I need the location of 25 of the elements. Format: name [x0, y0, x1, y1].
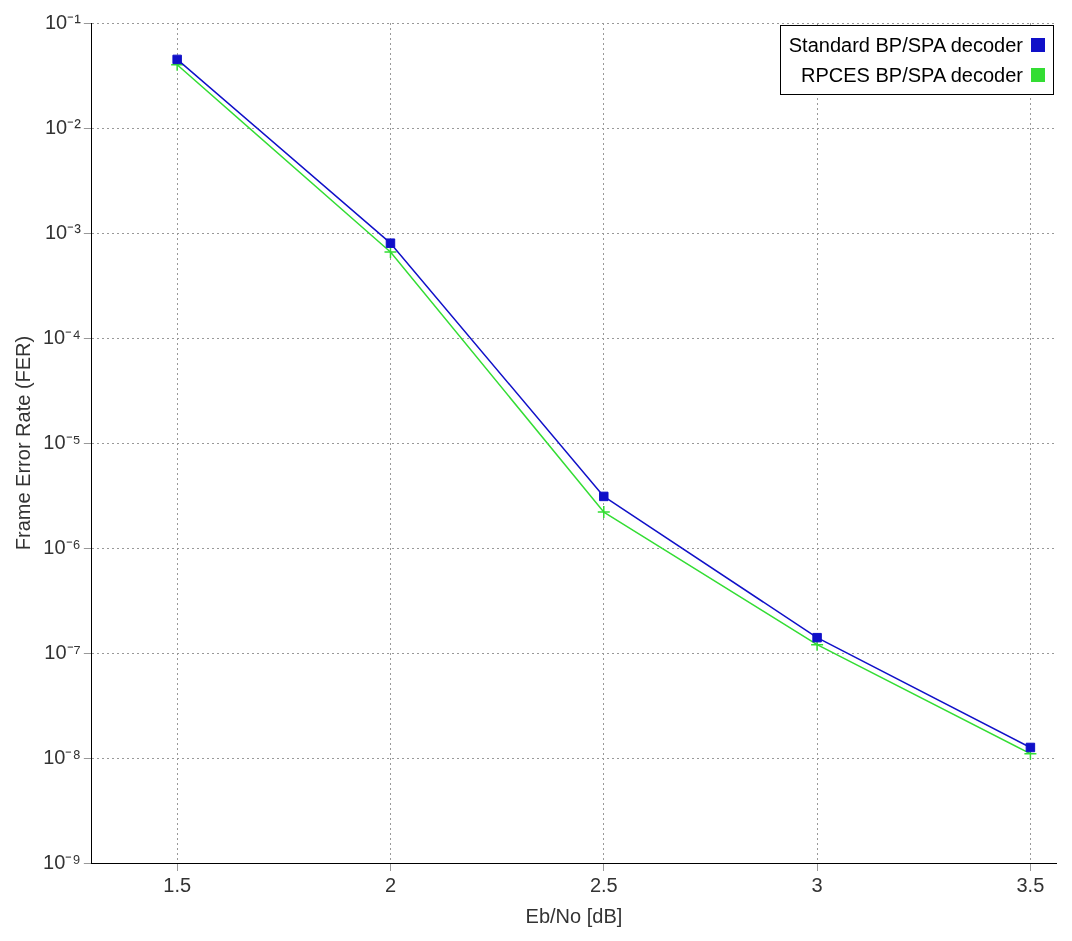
x-tick-label: 2.5 — [589, 873, 618, 896]
y-tick-label: 10⁻⁸ — [43, 745, 81, 768]
x-axis-title: Eb/No [dB] — [525, 904, 623, 927]
y-tick-label: 10⁻¹ — [44, 10, 82, 33]
point — [1025, 742, 1036, 753]
y-tick-label: 10⁻⁷ — [44, 640, 81, 663]
point — [599, 491, 609, 502]
x-tick-label: 2 — [384, 873, 397, 896]
point — [385, 238, 396, 248]
point — [383, 245, 398, 259]
x-tick-label: 3.5 — [1016, 873, 1045, 896]
legend-label: RPCES BP/SPA decoder — [801, 63, 1023, 87]
point — [172, 54, 182, 65]
point — [597, 505, 611, 519]
y-tick-label: 10⁻⁶ — [43, 535, 81, 558]
y-tick-label: 10⁻³ — [44, 220, 82, 243]
y-tick-label: 10⁻⁴ — [43, 325, 81, 348]
legend-label: Standard BP/SPA decoder — [788, 33, 1023, 57]
y-tick-label: 10⁻⁹ — [43, 850, 81, 873]
y-tick-label: 10⁻⁵ — [43, 430, 81, 453]
x-tick-label: 3 — [811, 873, 823, 896]
point — [812, 632, 822, 643]
x-tick-label: 1.5 — [163, 873, 192, 896]
y-axis-title: Frame Error Rate (FER) — [11, 335, 34, 551]
y-tick-label: 10⁻² — [44, 115, 82, 138]
